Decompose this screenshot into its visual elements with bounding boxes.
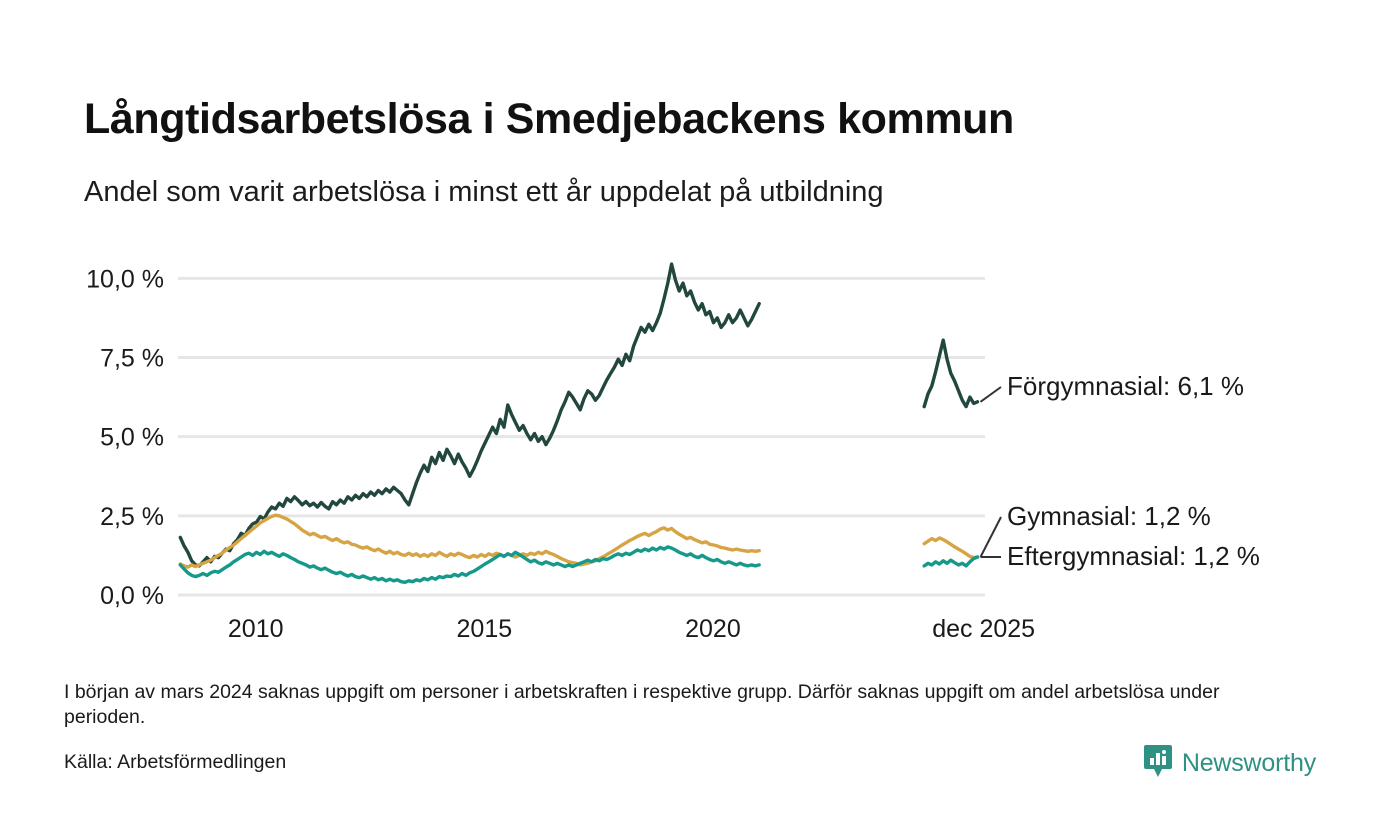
note-text: I början av mars 2024 saknas uppgift om …: [64, 681, 1220, 728]
series-line-förgymnasial-after-gap: [922, 338, 980, 409]
x-axis-tick-label: 2020: [685, 615, 741, 643]
y-axis-tick-label: 0,0 %: [100, 582, 164, 610]
series-line-eftergymnasial: [178, 545, 761, 584]
page-title: Långtidsarbetslösa i Smedjebackens kommu…: [84, 94, 1014, 143]
leader-line-förgymnasial: [979, 386, 1002, 403]
series-label-eftergymnasial: Eftergymnasial: 1,2 %: [1007, 541, 1260, 571]
newsworthy-logo-text: Newsworthy: [1181, 749, 1316, 777]
line-chart: 0,0 % 2,5 % 5,0 % 7,5 % 10,0 % 2010 2015 2020 de…: [86, 262, 1260, 643]
x-axis-tick-label: dec 2025: [932, 615, 1035, 643]
series-line-eftergymnasial-after-gap: [922, 555, 980, 568]
series-line-gymnasial: [178, 513, 761, 569]
chart-plot-area: 0,0 % 2,5 % 5,0 % 7,5 % 10,0 % 2010 2015 2020 de…: [0, 205, 1400, 655]
newsworthy-logo[interactable]: Newsworthy: [1143, 744, 1316, 783]
chart-note: I början av mars 2024 saknas uppgift om …: [64, 680, 1304, 730]
y-axis-tick-label: 10,0 %: [86, 265, 164, 293]
series-line-förgymnasial: [178, 262, 761, 568]
page-subtitle: Andel som varit arbetslösa i minst ett å…: [84, 176, 884, 209]
x-axis-tick-label: 2015: [457, 615, 513, 643]
series-line-gymnasial-after-gap: [922, 536, 980, 560]
newsworthy-bar-chart-icon: [1143, 744, 1173, 783]
y-axis-tick-label: 2,5 %: [100, 503, 164, 531]
x-axis-tick-label: 2010: [228, 615, 284, 643]
source-text: Källa: Arbetsförmedlingen: [64, 751, 287, 773]
leader-line-gymnasial: [979, 516, 1002, 558]
series-label-förgymnasial: Förgymnasial: 6,1 %: [1007, 371, 1244, 401]
y-axis-tick-label: 7,5 %: [100, 345, 164, 373]
series-label-gymnasial: Gymnasial: 1,2 %: [1007, 501, 1211, 531]
y-axis-tick-label: 5,0 %: [100, 424, 164, 452]
